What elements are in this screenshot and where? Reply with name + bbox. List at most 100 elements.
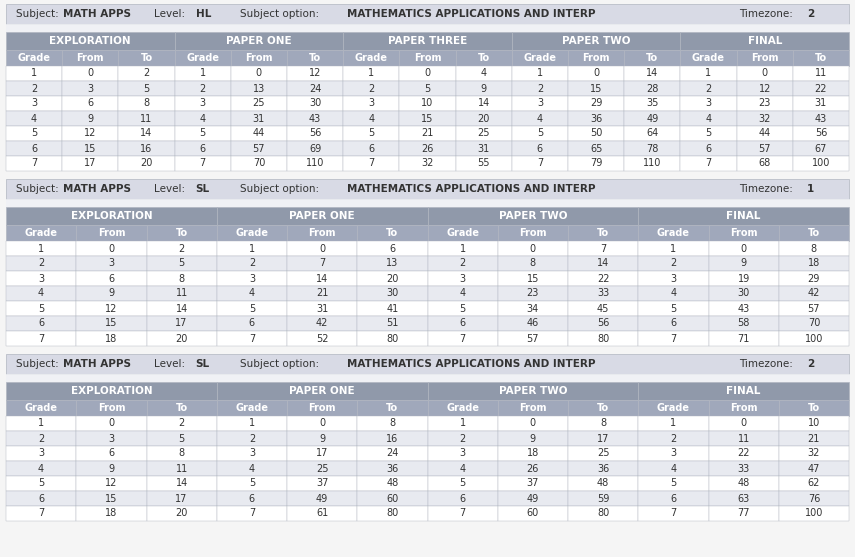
Text: 3: 3: [109, 258, 115, 268]
Text: 2: 2: [459, 258, 466, 268]
Text: 12: 12: [309, 69, 321, 79]
Text: 80: 80: [597, 509, 610, 519]
Text: Level:: Level:: [154, 359, 188, 369]
Text: 25: 25: [252, 99, 265, 109]
Text: 5: 5: [31, 129, 38, 139]
Text: 11: 11: [815, 69, 827, 79]
Text: 7: 7: [670, 509, 676, 519]
Text: To: To: [386, 403, 398, 413]
Text: 36: 36: [597, 463, 610, 473]
Text: 68: 68: [758, 159, 771, 169]
Text: 7: 7: [38, 509, 44, 519]
Text: 80: 80: [386, 334, 398, 344]
Text: 7: 7: [199, 159, 206, 169]
Text: 78: 78: [646, 144, 658, 154]
Text: 64: 64: [646, 129, 658, 139]
Text: MATHEMATICS APPLICATIONS AND INTERP: MATHEMATICS APPLICATIONS AND INTERP: [347, 9, 596, 19]
Text: To: To: [175, 228, 188, 238]
Text: 17: 17: [84, 159, 97, 169]
Text: FINAL: FINAL: [727, 386, 761, 396]
Text: 0: 0: [530, 418, 536, 428]
Text: 14: 14: [140, 129, 153, 139]
Text: 43: 43: [309, 114, 321, 124]
Text: 5: 5: [179, 433, 185, 443]
Text: Grade: Grade: [523, 53, 557, 63]
Text: 0: 0: [424, 69, 431, 79]
Text: 61: 61: [316, 509, 328, 519]
Text: EXPLORATION: EXPLORATION: [71, 386, 152, 396]
Text: 0: 0: [109, 243, 115, 253]
Text: 24: 24: [309, 84, 321, 94]
Text: 14: 14: [316, 273, 328, 284]
Text: 2: 2: [369, 84, 374, 94]
Text: 2: 2: [249, 258, 255, 268]
Text: 31: 31: [253, 114, 265, 124]
Text: To: To: [478, 53, 490, 63]
Text: 18: 18: [808, 258, 820, 268]
Text: 22: 22: [597, 273, 610, 284]
Text: 2: 2: [537, 84, 543, 94]
Text: 9: 9: [87, 114, 93, 124]
Text: Subject:: Subject:: [16, 359, 62, 369]
Text: 13: 13: [253, 84, 265, 94]
Text: 5: 5: [459, 304, 466, 314]
Text: MATH APPS: MATH APPS: [63, 359, 132, 369]
Text: 80: 80: [597, 334, 610, 344]
Text: 15: 15: [590, 84, 602, 94]
Text: 8: 8: [179, 273, 185, 284]
Text: 21: 21: [422, 129, 433, 139]
Text: 69: 69: [309, 144, 321, 154]
Text: 17: 17: [175, 494, 188, 504]
Text: 100: 100: [805, 509, 823, 519]
Text: 1: 1: [460, 243, 466, 253]
Text: 7: 7: [705, 159, 711, 169]
Text: 8: 8: [179, 448, 185, 458]
Text: 1: 1: [249, 243, 255, 253]
Text: 6: 6: [31, 144, 37, 154]
Text: 0: 0: [109, 418, 115, 428]
Text: 4: 4: [199, 114, 206, 124]
Text: 6: 6: [670, 319, 676, 329]
Text: 4: 4: [670, 289, 676, 299]
Text: Grade: Grade: [657, 403, 690, 413]
Text: 9: 9: [530, 433, 536, 443]
Text: 60: 60: [386, 494, 398, 504]
Text: 57: 57: [527, 334, 540, 344]
Text: To: To: [386, 228, 398, 238]
Text: 45: 45: [597, 304, 610, 314]
Text: PAPER ONE: PAPER ONE: [226, 36, 292, 46]
Text: 6: 6: [109, 448, 115, 458]
Text: Subject:: Subject:: [16, 184, 62, 194]
Text: 37: 37: [527, 478, 539, 488]
Text: 15: 15: [527, 273, 539, 284]
Text: Grade: Grade: [692, 53, 725, 63]
Text: FINAL: FINAL: [727, 211, 761, 221]
Text: To: To: [808, 228, 820, 238]
Text: 12: 12: [84, 129, 97, 139]
Text: Grade: Grade: [186, 53, 219, 63]
Text: 2: 2: [807, 359, 814, 369]
Text: 28: 28: [646, 84, 658, 94]
Text: 43: 43: [738, 304, 750, 314]
Text: To: To: [175, 403, 188, 413]
Text: 6: 6: [670, 494, 676, 504]
Text: EXPLORATION: EXPLORATION: [50, 36, 131, 46]
Text: 3: 3: [249, 448, 255, 458]
Text: 17: 17: [175, 319, 188, 329]
Text: 7: 7: [600, 243, 606, 253]
Text: PAPER ONE: PAPER ONE: [289, 386, 355, 396]
Text: To: To: [646, 53, 658, 63]
Text: 1: 1: [38, 243, 44, 253]
Text: 33: 33: [597, 289, 610, 299]
Text: 32: 32: [808, 448, 820, 458]
Text: 18: 18: [105, 334, 117, 344]
Text: 7: 7: [670, 334, 676, 344]
Text: 26: 26: [422, 144, 433, 154]
Text: To: To: [597, 228, 609, 238]
Text: 15: 15: [84, 144, 97, 154]
Text: From: From: [519, 403, 546, 413]
Text: 11: 11: [175, 463, 188, 473]
Text: 6: 6: [249, 494, 255, 504]
Text: 14: 14: [175, 478, 188, 488]
Text: 6: 6: [38, 494, 44, 504]
